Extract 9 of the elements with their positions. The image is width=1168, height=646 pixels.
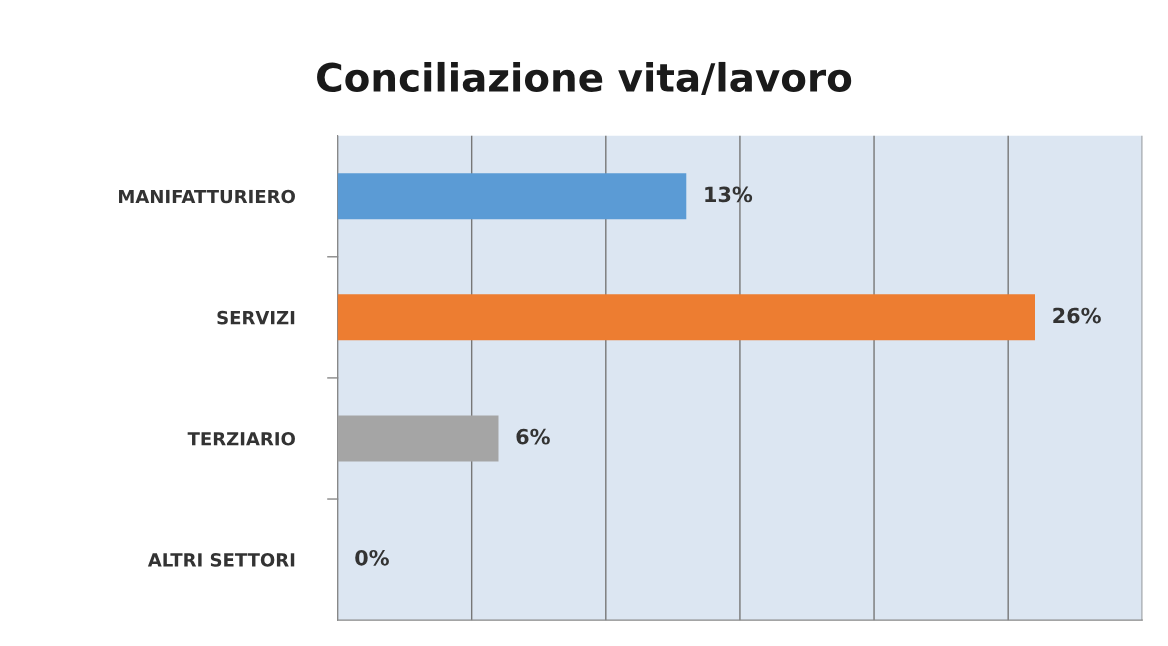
data-label: 26%	[1053, 307, 1101, 324]
y-tick-label: TERZIARIO	[187, 431, 295, 446]
data-label: 0%	[355, 549, 389, 566]
data-label: 6%	[516, 428, 550, 445]
chart-title: Conciliazione vita/lavoro	[317, 61, 852, 96]
y-tick-label: MANIFATTURIERO	[119, 189, 295, 204]
y-tick-label: SERVIZI	[217, 310, 295, 325]
y-tick-label: ALTRI SETTORI	[147, 553, 295, 567]
data-label: 13%	[705, 186, 753, 203]
